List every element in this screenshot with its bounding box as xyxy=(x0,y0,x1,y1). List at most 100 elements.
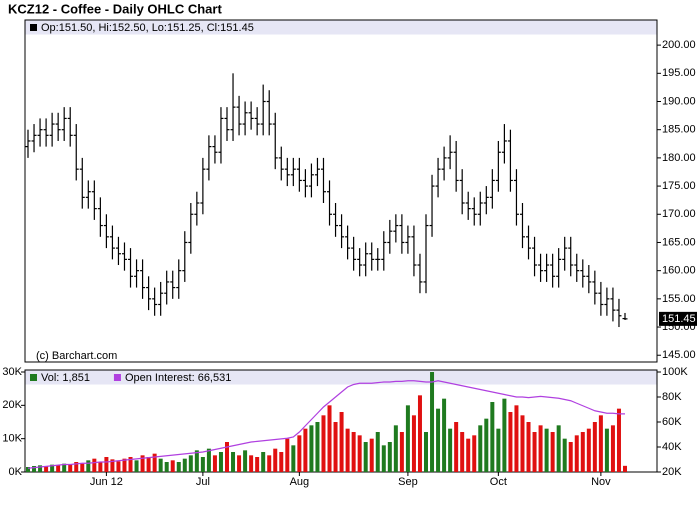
volume-bar xyxy=(430,372,435,472)
volume-bar xyxy=(146,457,151,472)
volume-bar xyxy=(586,428,591,472)
volume-bar xyxy=(104,457,109,472)
volume-bar xyxy=(460,432,465,472)
panel xyxy=(24,19,658,363)
volume-bar xyxy=(532,432,537,472)
volume-bar xyxy=(182,458,187,472)
y-tick-label: 190.00 xyxy=(662,95,696,107)
volume-bar xyxy=(273,448,278,472)
volume-bar xyxy=(255,457,260,472)
volume-bar xyxy=(454,422,459,472)
volume-bar xyxy=(604,428,609,472)
y-tick-label: 30K xyxy=(2,366,22,378)
volume-bar xyxy=(478,425,483,472)
volume-bar xyxy=(212,455,217,472)
x-tick-label: Nov xyxy=(591,476,611,488)
y-tick-label: 155.00 xyxy=(662,293,696,305)
volume-bar xyxy=(508,412,513,472)
volume-bar xyxy=(26,467,30,472)
volume-bar xyxy=(237,455,242,472)
legend-swatch xyxy=(30,374,37,381)
legend-band xyxy=(25,20,657,35)
x-tick-label: Oct xyxy=(490,476,507,488)
legend-text: Vol: 1,851 xyxy=(41,372,90,384)
volume-bar xyxy=(122,458,127,472)
volume-bar xyxy=(62,463,67,472)
volume-bar xyxy=(442,398,447,472)
volume-bar xyxy=(194,450,199,472)
volume-bar xyxy=(363,442,368,472)
volume-bar xyxy=(424,432,428,472)
y-tick-label: 165.00 xyxy=(662,236,696,248)
volume-bar xyxy=(291,445,296,472)
x-tick-label: Aug xyxy=(290,476,310,488)
volume-bar xyxy=(333,422,338,472)
volume-bar xyxy=(68,464,73,472)
volume-bar xyxy=(218,452,223,472)
x-tick-label: Sep xyxy=(398,476,418,488)
volume-bar xyxy=(188,455,193,472)
volume-bar xyxy=(92,458,97,472)
y-tick-label: 100K xyxy=(662,366,688,378)
volume-bar xyxy=(297,435,302,472)
volume-bar xyxy=(315,422,320,472)
annotation: (c) Barchart.com xyxy=(36,350,117,362)
volume-bar xyxy=(200,457,205,472)
volume-bar xyxy=(339,412,344,472)
volume-bar xyxy=(568,442,573,472)
volume-bar xyxy=(128,457,133,472)
volume-bar xyxy=(538,425,543,472)
volume-bar xyxy=(417,395,422,472)
volume-bar xyxy=(357,435,362,472)
x-tick-label: Jun 12 xyxy=(90,476,123,488)
volume-bar xyxy=(369,438,374,472)
y-tick-label: 200.00 xyxy=(662,39,696,51)
volume-bar xyxy=(574,435,579,472)
volume-bar xyxy=(448,428,453,472)
volume-bar xyxy=(616,408,621,472)
volume-bar xyxy=(393,425,398,472)
volume-bar xyxy=(411,415,416,472)
y-tick-label: 145.00 xyxy=(662,349,696,361)
volume-bar xyxy=(484,418,489,472)
volume-bar xyxy=(405,405,410,472)
volume-bar xyxy=(303,428,308,472)
y-tick-label: 175.00 xyxy=(662,180,696,192)
volume-bar xyxy=(98,462,103,472)
y-tick-label: 160.00 xyxy=(662,265,696,277)
volume-bar xyxy=(526,422,531,472)
volume-bar xyxy=(170,460,175,472)
volume-bar xyxy=(623,465,627,472)
volume-bar xyxy=(80,463,85,472)
volume-bar xyxy=(490,402,495,472)
volume-bar xyxy=(502,398,507,472)
legend-swatch xyxy=(30,24,37,31)
volume-bar xyxy=(134,460,139,472)
y-tick-label: 60K xyxy=(662,416,682,428)
volume-bar xyxy=(38,465,43,472)
volume-bar xyxy=(225,442,229,472)
volume-bar xyxy=(267,455,272,472)
volume-bar xyxy=(375,432,380,472)
volume-bar xyxy=(279,452,284,472)
volume-bar xyxy=(436,408,441,472)
y-tick-label: 0K xyxy=(9,466,23,478)
volume-bar xyxy=(496,428,501,472)
volume-bar xyxy=(56,465,61,472)
oi-line xyxy=(27,380,626,469)
volume-bar xyxy=(231,452,236,472)
volume-bar xyxy=(399,432,404,472)
chart-title: KCZ12 - Coffee - Daily OHLC Chart xyxy=(8,1,222,16)
volume-bar xyxy=(176,462,181,472)
volume-bar xyxy=(580,432,585,472)
price-tag xyxy=(659,311,697,326)
volume-bar xyxy=(520,415,525,472)
price-tag-label: 151.45 xyxy=(662,313,696,325)
volume-bar xyxy=(249,455,254,472)
y-tick-label: 10K xyxy=(2,433,22,445)
volume-bar xyxy=(321,415,326,472)
volume-bar xyxy=(387,442,392,472)
legend-text: Open Interest: 66,531 xyxy=(125,372,231,384)
